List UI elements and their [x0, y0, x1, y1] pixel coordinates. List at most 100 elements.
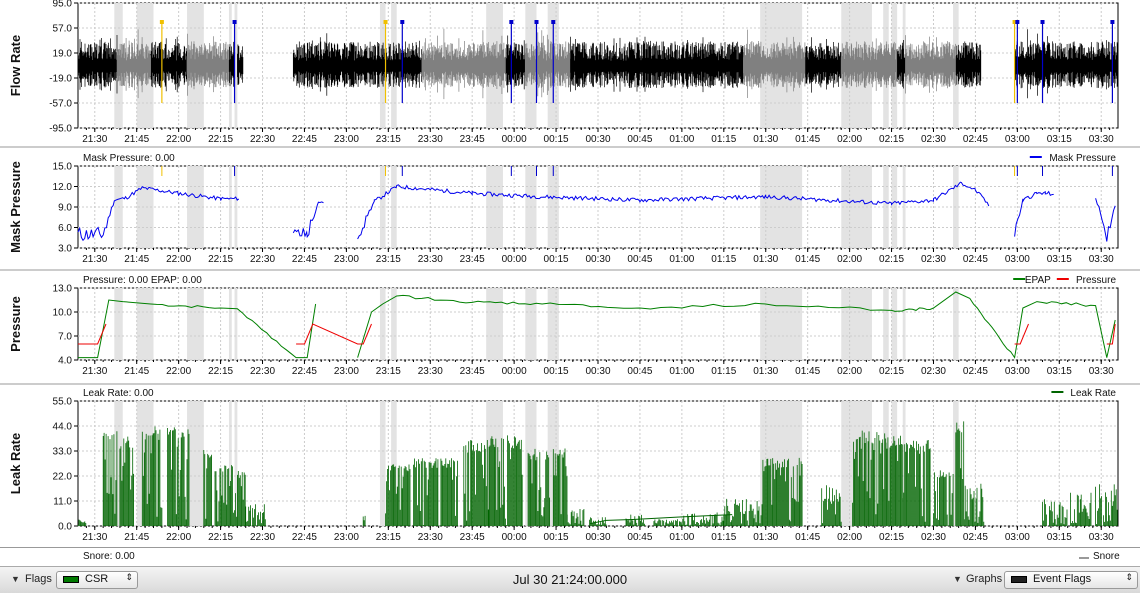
leak-rate-graph[interactable]: 55.0 44.0 33.0 22.0 11.0 0.0 21:30 21:45 22:00 22… — [0, 385, 1140, 547]
event-span — [379, 288, 386, 360]
x-tick-label: 02:45 — [963, 254, 988, 265]
flow-waveform-dim — [524, 30, 571, 98]
snore-panel[interactable]: Snore: 0.00 Snore — [0, 547, 1140, 567]
y-tick-label: 44.0 — [53, 422, 73, 433]
graphs-select[interactable]: Event Flags ⇕ — [1004, 571, 1138, 589]
x-tick-label: 00:30 — [585, 366, 610, 377]
x-tick-label: 22:15 — [208, 532, 233, 543]
x-tick-label: 02:30 — [921, 134, 946, 145]
flow-waveform — [292, 33, 358, 96]
mask-pressure-panel[interactable]: 15.0 12.0 9.0 6.0 3.0 21:30 21:45 22:00 22:15 22:… — [0, 148, 1140, 271]
flags-select[interactable]: CSR ⇕ — [56, 571, 138, 589]
y-tick-label: 6.0 — [58, 223, 72, 234]
event-flag-marker — [159, 20, 164, 24]
event-span — [891, 288, 898, 360]
x-tick-label: 02:00 — [837, 134, 862, 145]
event-flag-marker — [1015, 20, 1020, 24]
x-tick-label: 01:15 — [711, 366, 736, 377]
y-tick-label: 19.0 — [53, 49, 73, 60]
flow-rate-graph[interactable]: 95.0 57.0 19.0 -19.0 -57.0 -95.0 21:30 21:45 22:… — [0, 0, 1140, 148]
x-tick-label: 01:15 — [711, 134, 736, 145]
event-span — [883, 166, 889, 248]
x-tick-label: 22:00 — [166, 254, 191, 265]
event-span — [114, 288, 123, 360]
x-tick-label: 02:45 — [963, 366, 988, 377]
epap-line — [78, 291, 1116, 359]
mask-legend-label: Mask Pressure — [1049, 153, 1116, 164]
x-tick-label: 21:45 — [124, 366, 149, 377]
flow-waveform — [228, 41, 235, 88]
event-span — [228, 288, 232, 360]
event-flag-marker — [1012, 20, 1017, 24]
event-span — [136, 166, 154, 248]
x-tick-label: 00:45 — [627, 134, 652, 145]
x-tick-label: 23:30 — [418, 134, 443, 145]
x-tick-label: 22:15 — [208, 254, 233, 265]
x-tick-label: 03:15 — [1047, 366, 1072, 377]
snore-status: Snore: 0.00 — [83, 551, 135, 562]
flow-waveform-dim — [116, 29, 151, 99]
event-span — [187, 288, 204, 360]
x-tick-label: 02:45 — [963, 134, 988, 145]
event-flag-marker — [509, 20, 514, 24]
x-tick-label: 02:15 — [879, 134, 904, 145]
x-tick-label: 01:15 — [711, 254, 736, 265]
x-tick-label: 23:00 — [334, 532, 359, 543]
x-tick-label: 23:45 — [460, 134, 485, 145]
x-tick-label: 01:00 — [669, 532, 694, 543]
event-span — [379, 401, 386, 526]
event-span — [114, 401, 123, 526]
x-tick-label: 02:30 — [921, 366, 946, 377]
flow-waveform — [237, 44, 244, 85]
pressure-graph[interactable]: 13.0 10.0 7.0 4.0 21:30 21:45 22:00 22:15 22:30 2… — [0, 271, 1140, 385]
x-tick-label: 00:00 — [502, 134, 527, 145]
leak-status: Leak Rate: 0.00 — [83, 388, 154, 399]
x-tick-label: 01:30 — [753, 532, 778, 543]
x-tick-label: 21:45 — [124, 532, 149, 543]
x-tick-label: 03:00 — [1005, 366, 1030, 377]
event-flag-marker — [1040, 20, 1045, 24]
x-tick-label: 00:15 — [544, 366, 569, 377]
current-datetime: Jul 30 21:24:00.000 — [512, 572, 628, 587]
x-tick-label: 23:30 — [418, 366, 443, 377]
y-tick-label: 33.0 — [53, 447, 73, 458]
leak-frame: 55.0 44.0 33.0 22.0 11.0 0.0 21:30 21:45 22:00 22… — [8, 397, 1119, 543]
graphs-disclosure-icon[interactable]: ▼ — [953, 574, 962, 584]
x-tick-label: 23:30 — [418, 532, 443, 543]
flow-waveform-dim — [421, 28, 506, 100]
flow-waveform-dim — [743, 29, 806, 98]
x-tick-label: 01:45 — [795, 532, 820, 543]
x-tick-label: 01:45 — [795, 254, 820, 265]
snore-legend-label: Snore — [1093, 551, 1120, 562]
event-flag-marker — [232, 20, 237, 24]
event-flag-marker — [551, 20, 556, 24]
flags-disclosure-icon[interactable]: ▼ — [11, 574, 20, 584]
bottom-toolbar: ▼ Flags CSR ⇕ Jul 30 21:24:00.000 ▼ Grap… — [0, 566, 1140, 593]
x-tick-label: 03:30 — [1089, 134, 1114, 145]
event-span — [902, 288, 906, 360]
x-tick-label: 22:00 — [166, 134, 191, 145]
flow-rate-panel[interactable]: 95.0 57.0 19.0 -19.0 -57.0 -95.0 21:30 21:45 22:… — [0, 0, 1140, 148]
pressure-panel[interactable]: 13.0 10.0 7.0 4.0 21:30 21:45 22:00 22:15 22:30 2… — [0, 271, 1140, 385]
x-tick-label: 02:30 — [921, 532, 946, 543]
flow-waveform — [390, 40, 422, 88]
x-tick-label: 22:15 — [208, 366, 233, 377]
x-tick-label: 00:30 — [585, 254, 610, 265]
y-tick-label: 57.0 — [53, 24, 73, 35]
x-tick-label: 00:15 — [544, 532, 569, 543]
x-tick-label: 03:30 — [1089, 366, 1114, 377]
leak-rate-panel[interactable]: 55.0 44.0 33.0 22.0 11.0 0.0 21:30 21:45 22:00 22… — [0, 385, 1140, 547]
y-tick-label: 10.0 — [53, 308, 73, 319]
y-tick-label: 11.0 — [53, 497, 72, 508]
mask-pressure-graph[interactable]: 15.0 12.0 9.0 6.0 3.0 21:30 21:45 22:00 22:15 22:… — [0, 148, 1140, 271]
x-tick-label: 03:15 — [1047, 134, 1072, 145]
mask-status: Mask Pressure: 0.00 — [83, 153, 175, 164]
event-span — [187, 401, 204, 526]
pressure-frame: 13.0 10.0 7.0 4.0 21:30 21:45 22:00 22:15 22:30 2… — [8, 284, 1119, 377]
x-tick-label: 01:30 — [753, 366, 778, 377]
x-tick-label: 21:45 — [124, 254, 149, 265]
x-tick-label: 02:30 — [921, 254, 946, 265]
graphs-select-value: Event Flags — [1033, 573, 1092, 585]
x-tick-label: 22:30 — [250, 254, 275, 265]
x-tick-label: 22:45 — [292, 254, 317, 265]
